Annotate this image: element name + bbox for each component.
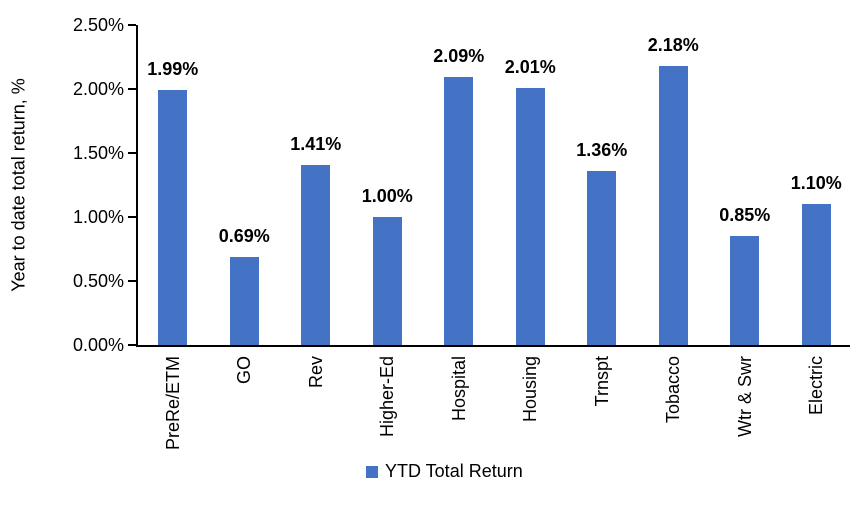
bar [444,77,474,345]
bar-value-label: 1.00% [361,186,413,206]
y-tick-label: 0.50% [72,271,124,291]
bar [730,236,760,345]
bar [158,90,188,345]
bar-value-label: 1.36% [576,140,628,160]
y-tick-mark [128,88,136,90]
y-tick-label: 1.50% [72,143,124,163]
category-label: Rev [305,356,326,389]
category-label: Electric [806,356,827,416]
bar-value-label: 2.09% [433,46,485,66]
bar [515,88,545,345]
y-tick-mark [128,344,136,346]
bar [801,204,831,345]
bar-value-label: 1.99% [147,59,199,79]
bar-value-label: 1.41% [290,134,342,154]
bar-value-label: 0.69% [218,226,270,246]
y-tick-label: 2.50% [72,15,124,35]
y-tick-label: 2.00% [72,79,124,99]
bar [372,217,402,345]
y-tick-mark [128,152,136,154]
bar-value-label: 2.01% [504,57,556,77]
y-tick-label: 0.00% [72,335,124,355]
bar-value-label: 0.85% [719,205,771,225]
legend-swatch-icon [366,465,378,478]
category-label: Higher-Ed [377,356,398,438]
bar-value-label: 1.10% [790,173,842,193]
category-label: Housing [520,356,541,423]
bar [229,257,259,345]
y-tick-label: 1.00% [72,207,124,227]
bar [658,66,688,345]
y-axis-line [136,25,138,347]
bar [587,171,617,345]
y-tick-mark [128,24,136,26]
category-label: GO [234,356,255,385]
category-label: Hospital [448,356,469,422]
category-label: Trnspt [591,356,612,407]
legend: YTD Total Return [366,461,523,482]
y-axis-title: Year to date total return, % [8,78,29,292]
y-tick-mark [128,280,136,282]
bar-value-label: 2.18% [647,35,699,55]
category-label: Wtr & Swr [734,356,755,437]
x-axis-line [136,345,850,347]
legend-label: YTD Total Return [385,461,523,481]
category-label: Tobacco [663,356,684,424]
bar [301,165,331,345]
category-label: PreRe/ETM [162,356,183,451]
y-tick-mark [128,216,136,218]
